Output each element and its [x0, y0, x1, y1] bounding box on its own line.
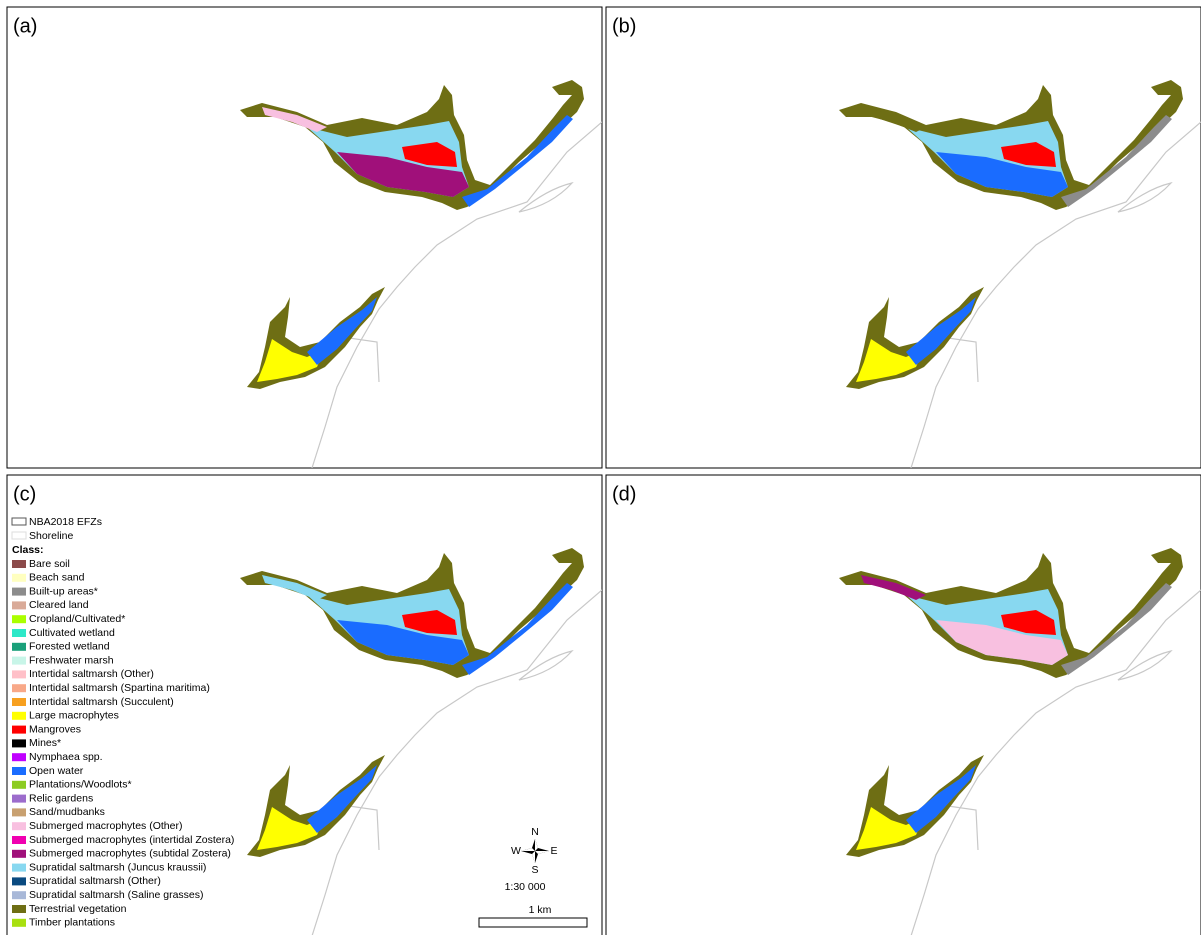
legend-item: Sand/mudbanks — [29, 806, 105, 818]
legend-swatch — [12, 643, 26, 651]
legend-item: Cropland/Cultivated* — [29, 613, 125, 625]
legend-swatch — [12, 891, 26, 899]
legend-swatch — [12, 684, 26, 692]
legend-swatch — [12, 905, 26, 913]
legend-item: Open water — [29, 765, 84, 777]
panel-label: (c) — [13, 483, 36, 505]
legend-swatch — [12, 836, 26, 844]
legend-item: Built-up areas* — [29, 585, 98, 597]
legend-item: Timber plantations — [29, 917, 115, 929]
legend-swatch — [12, 712, 26, 720]
legend-item: Mangroves — [29, 723, 81, 735]
scalebar — [479, 918, 587, 927]
legend-item: Nymphaea spp. — [29, 751, 103, 763]
legend-swatch — [12, 850, 26, 858]
compass-s: S — [531, 864, 538, 876]
legend-layer: Shoreline — [29, 530, 74, 542]
figure: (a) (b) (c) (d) NBA2018 EFZs Shoreline Class:… — [0, 0, 1201, 935]
legend-swatch — [12, 767, 26, 775]
compass-e: E — [550, 845, 557, 857]
legend-swatch — [12, 919, 26, 927]
legend-swatch — [12, 822, 26, 830]
map-panel: (b) — [606, 7, 1201, 468]
legend-swatch — [12, 753, 26, 761]
legend-swatch — [12, 781, 26, 789]
legend-item: Intertidal saltmarsh (Succulent) — [29, 696, 174, 708]
legend-item: Supratidal saltmarsh (Other) — [29, 875, 161, 887]
legend-item: Submerged macrophytes (subtidal Zostera) — [29, 848, 231, 860]
legend-swatch — [12, 657, 26, 665]
legend-item: Mines* — [29, 737, 61, 749]
panel-label: (a) — [13, 15, 37, 37]
legend-swatch — [12, 670, 26, 678]
legend-swatch — [12, 698, 26, 706]
legend-swatch — [12, 588, 26, 596]
map-panel: (d) — [606, 475, 1201, 935]
legend-item: Relic gardens — [29, 792, 93, 804]
panel-frame — [606, 7, 1201, 468]
legend-item: Large macrophytes — [29, 710, 119, 722]
legend-swatch — [12, 518, 26, 525]
legend-swatch — [12, 795, 26, 803]
legend-swatch — [12, 601, 26, 609]
scalebar-label: 1 km — [529, 904, 552, 916]
legend-swatch — [12, 726, 26, 734]
legend-swatch — [12, 532, 26, 539]
legend-swatch — [12, 739, 26, 747]
legend-item: Cultivated wetland — [29, 627, 115, 639]
legend-item: Forested wetland — [29, 641, 110, 653]
legend-item: Supratidal saltmarsh (Juncus kraussii) — [29, 861, 206, 873]
map-scale: 1:30 000 — [505, 881, 546, 893]
legend-title: Class: — [12, 544, 44, 556]
legend-item: Supratidal saltmarsh (Saline grasses) — [29, 889, 204, 901]
compass-n: N — [531, 826, 539, 838]
panel-label: (b) — [612, 15, 636, 37]
legend-item: Intertidal saltmarsh (Spartina maritima) — [29, 682, 210, 694]
legend-item: Plantations/Woodlots* — [29, 779, 132, 791]
legend-item: Submerged macrophytes (intertidal Zoster… — [29, 834, 234, 846]
panel-label: (d) — [612, 483, 636, 505]
legend-item: Beach sand — [29, 572, 85, 584]
legend-swatch — [12, 615, 26, 623]
legend-swatch — [12, 574, 26, 582]
legend-swatch — [12, 629, 26, 637]
legend-swatch — [12, 877, 26, 885]
legend-swatch — [12, 864, 26, 872]
legend-swatch — [12, 808, 26, 816]
legend-item: Intertidal saltmarsh (Other) — [29, 668, 154, 680]
legend-item: Bare soil — [29, 558, 70, 570]
map-panel: (a) — [7, 7, 602, 468]
legend-item: Cleared land — [29, 599, 89, 611]
legend-layer: NBA2018 EFZs — [29, 516, 102, 528]
panel-frame — [7, 7, 602, 468]
legend-item: Freshwater marsh — [29, 654, 114, 666]
legend-swatch — [12, 560, 26, 568]
legend-item: Submerged macrophytes (Other) — [29, 820, 182, 832]
legend-item: Terrestrial vegetation — [29, 903, 127, 915]
panel-frame — [606, 475, 1201, 935]
compass-w: W — [511, 845, 521, 857]
